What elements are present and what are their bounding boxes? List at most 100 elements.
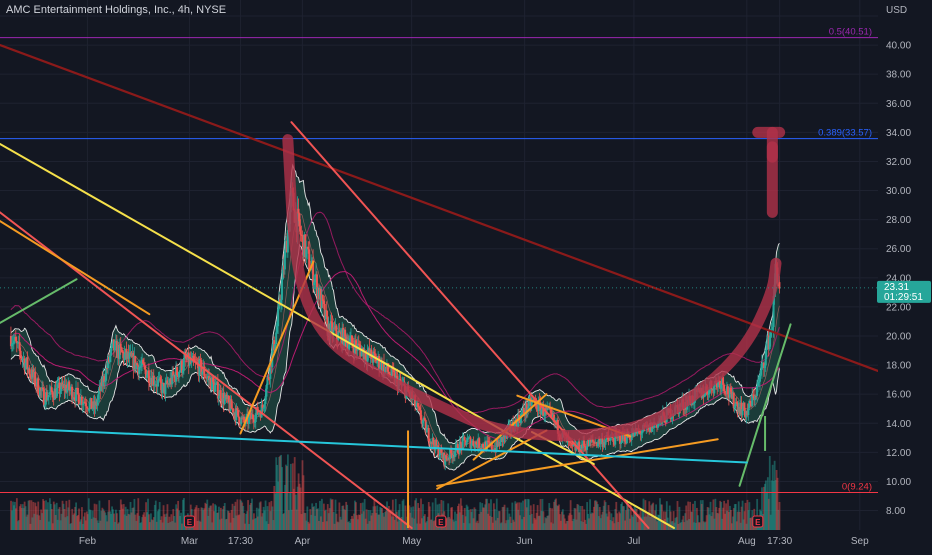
volume-bar (730, 523, 733, 530)
volume-bar (209, 505, 212, 530)
volume-bar (566, 520, 569, 530)
volume-bar (46, 509, 48, 530)
volume-bar (214, 504, 216, 530)
volume-bar (664, 511, 667, 530)
candle-body (24, 362, 27, 370)
volume-bar (638, 515, 641, 530)
volume-bar (161, 522, 164, 530)
candle-body (162, 383, 165, 385)
volume-bar (691, 511, 693, 530)
candle-body (570, 442, 573, 444)
volume-bar (461, 514, 464, 530)
volume-bar (75, 502, 78, 530)
volume-bar (606, 516, 609, 530)
volume-bar (20, 508, 23, 530)
volume-bar (564, 523, 567, 530)
volume-bar (529, 505, 532, 530)
volume-bar (14, 501, 16, 530)
volume-bar (600, 514, 603, 530)
candle-body (205, 377, 208, 379)
volume-bar (155, 521, 158, 530)
volume-bar (421, 518, 423, 530)
candle-body (628, 435, 631, 440)
symbol-legend[interactable]: AMC Entertainment Holdings, Inc., 4h, NY… (6, 4, 227, 16)
volume-bar (700, 503, 703, 530)
volume-bar (465, 504, 468, 530)
volume-bar (735, 521, 738, 530)
volume-bar (166, 504, 169, 530)
volume-bar (342, 505, 345, 530)
volume-bar (261, 513, 264, 530)
candle-body (390, 367, 393, 377)
candle-body (51, 392, 54, 398)
volume-bar (462, 522, 465, 530)
volume-bar (601, 511, 604, 530)
candle-body (639, 431, 642, 435)
trend-lines[interactable] (0, 43, 880, 529)
candle-body (212, 377, 215, 382)
candle-body (85, 406, 88, 409)
volume-bar (637, 513, 640, 530)
fib-levels[interactable]: 0.5(40.51) 0.389(33.57) 0(9.24) (0, 27, 878, 494)
candle-body (440, 448, 443, 453)
volume-bar (433, 520, 436, 530)
volume-bar (294, 494, 297, 530)
volume-bar (240, 500, 243, 530)
candle-body (80, 396, 83, 405)
price-tick-label: 26.00 (886, 244, 911, 255)
candle-body (26, 357, 29, 370)
candle-body (134, 355, 137, 370)
volume-bar (767, 498, 770, 530)
candle-body (579, 451, 582, 453)
volume-bar (321, 498, 323, 530)
volume-bar (480, 511, 483, 530)
time-tick-label: May (402, 536, 421, 547)
volume-bar (138, 515, 141, 530)
candle-body (522, 407, 525, 414)
volume-bar (72, 514, 75, 530)
candle-body (762, 362, 765, 369)
volume-bar (675, 516, 678, 530)
volume-bar (174, 522, 177, 530)
volume-bar (624, 520, 626, 530)
volume-bar (329, 498, 332, 530)
candle-body (571, 443, 574, 446)
candle-body (84, 402, 87, 407)
volume-bar (703, 522, 706, 530)
volume-bar (136, 513, 139, 530)
candle-body (180, 361, 183, 373)
volume-bar (352, 518, 354, 530)
volume-bar (560, 520, 562, 530)
volume-bar (364, 518, 367, 530)
volume-bar (182, 499, 184, 530)
volume-bar (662, 520, 664, 530)
volume-bar (113, 513, 115, 530)
volume-bar (312, 507, 315, 530)
candle-body (769, 330, 772, 337)
volume-bar (284, 484, 286, 530)
volume-bar (605, 513, 608, 530)
time-axis[interactable]: Feb Mar 17:30 Apr May Jun Jul Aug 17:30 Sep (0, 530, 932, 550)
candle-body (463, 437, 466, 441)
volume-bar (339, 516, 342, 530)
volume-bar (503, 504, 506, 530)
cup-handle-drawing[interactable] (282, 126, 786, 442)
candle-body (415, 406, 418, 408)
candle-body (178, 370, 181, 373)
time-tick-label: Jun (517, 536, 533, 547)
candle-body (444, 455, 447, 465)
candle-body (751, 394, 754, 406)
volume-bar (768, 456, 771, 530)
fib-label: 0.5(40.51) (829, 27, 872, 38)
candle-body (612, 438, 615, 442)
volume-bar (408, 505, 411, 530)
volume-bar (717, 513, 720, 530)
volume-bar (37, 501, 40, 530)
volume-bar (673, 522, 676, 530)
candle-body (14, 336, 17, 341)
candle-body (182, 358, 185, 371)
